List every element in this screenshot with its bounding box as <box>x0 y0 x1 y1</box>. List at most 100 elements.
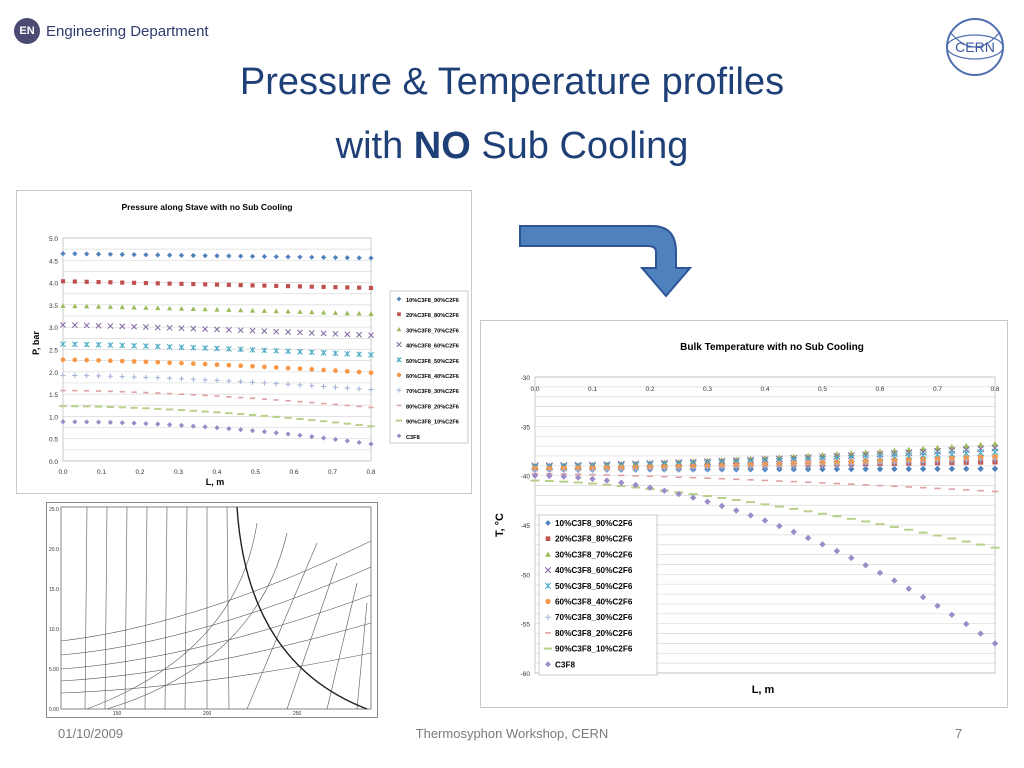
data-point <box>321 435 327 441</box>
data-point <box>689 465 697 472</box>
data-point <box>368 370 374 376</box>
data-point <box>238 307 244 313</box>
data-point <box>333 368 338 373</box>
data-point <box>83 341 90 348</box>
data-point <box>933 447 942 455</box>
plot-area <box>534 376 996 674</box>
data-point <box>991 465 999 472</box>
data-point <box>214 282 220 287</box>
data-point <box>790 528 797 536</box>
data-point <box>107 251 113 257</box>
legend-marker <box>545 520 551 526</box>
data-point <box>190 252 196 259</box>
data-point <box>876 460 884 467</box>
data-point <box>297 284 303 289</box>
data-point <box>560 467 567 474</box>
data-point <box>120 280 125 285</box>
data-point <box>131 252 137 258</box>
data-point <box>225 326 232 333</box>
data-point <box>905 585 912 592</box>
data-point <box>357 285 362 290</box>
data-point <box>190 344 197 351</box>
legend-entry: 90%C3F8_10%C2F6 <box>406 420 459 426</box>
data-point <box>718 464 726 472</box>
data-point <box>991 456 999 464</box>
data-point <box>167 281 172 286</box>
svg-text:5.00: 5.00 <box>49 667 59 673</box>
y-tick-label: 4.5 <box>49 258 58 265</box>
data-point <box>273 347 280 354</box>
legend-entry: 40%C3F8_60%C2F6 <box>555 566 633 575</box>
data-point <box>143 280 149 286</box>
legend-entry: 60%C3F8_40%C2F6 <box>406 374 459 380</box>
x-tick-label: 0.6 <box>289 469 298 476</box>
x-axis-label: L, m <box>206 477 225 487</box>
data-point <box>261 308 267 313</box>
data-point <box>155 305 161 311</box>
data-point <box>84 357 90 363</box>
legend-entry: 40%C3F8_60%C2F6 <box>406 344 459 350</box>
data-point <box>308 349 315 356</box>
data-point <box>119 373 125 380</box>
legend: 10%C3F8_90%C2F6 20%C3F8_80%C2F6 30%C3F8_70… <box>538 514 658 676</box>
phase-diagram-image: 25.0 20.0 15.0 10.0 5.00 0.00 150 200 250 <box>46 502 378 718</box>
x-tick-label: 0.4 <box>760 386 769 393</box>
data-point <box>603 477 611 484</box>
data-point <box>131 420 137 426</box>
data-point <box>154 343 161 350</box>
data-point <box>804 462 812 469</box>
data-point <box>190 306 196 311</box>
data-point <box>675 490 682 498</box>
data-point <box>344 385 350 391</box>
data-point <box>72 357 78 363</box>
data-point <box>249 307 256 313</box>
data-point <box>320 330 327 337</box>
data-point <box>618 479 625 486</box>
data-point <box>934 465 941 473</box>
data-point <box>963 465 970 473</box>
data-point <box>226 253 232 259</box>
data-point <box>131 374 137 380</box>
data-point <box>191 282 196 287</box>
data-point <box>249 346 256 353</box>
data-point <box>919 448 927 456</box>
data-point <box>632 466 639 473</box>
data-point <box>285 329 292 335</box>
legend-marker <box>396 296 402 302</box>
data-point <box>190 361 196 366</box>
data-point <box>833 461 841 469</box>
data-point <box>733 464 740 471</box>
data-point <box>344 310 350 316</box>
data-point <box>848 465 855 473</box>
legend-entry: 10%C3F8_90%C2F6 <box>555 519 633 528</box>
data-point <box>905 446 912 453</box>
data-point <box>273 328 280 335</box>
data-point <box>108 280 113 285</box>
legend-entry: 50%C3F8_50%C2F6 <box>406 359 459 365</box>
data-point <box>84 251 90 257</box>
data-point <box>891 447 898 454</box>
data-point <box>274 283 279 288</box>
data-point <box>273 254 279 260</box>
data-point <box>72 251 78 257</box>
data-point <box>332 330 339 337</box>
data-point <box>95 251 102 257</box>
data-point <box>202 326 209 332</box>
data-point <box>309 254 315 260</box>
data-point <box>238 283 243 288</box>
data-point <box>178 252 185 258</box>
data-point <box>344 255 350 261</box>
data-point <box>804 465 812 473</box>
data-point <box>107 419 113 425</box>
x-tick-label: 0.6 <box>875 386 884 393</box>
data-point <box>178 325 185 332</box>
data-point <box>155 252 161 258</box>
data-point <box>876 569 884 576</box>
x-tick-label: 0.5 <box>251 469 260 476</box>
data-point <box>131 359 137 364</box>
data-point <box>862 465 869 473</box>
data-point <box>238 253 244 259</box>
legend-entry: 50%C3F8_50%C2F6 <box>555 582 633 591</box>
data-point <box>273 308 279 314</box>
data-point <box>285 365 291 371</box>
